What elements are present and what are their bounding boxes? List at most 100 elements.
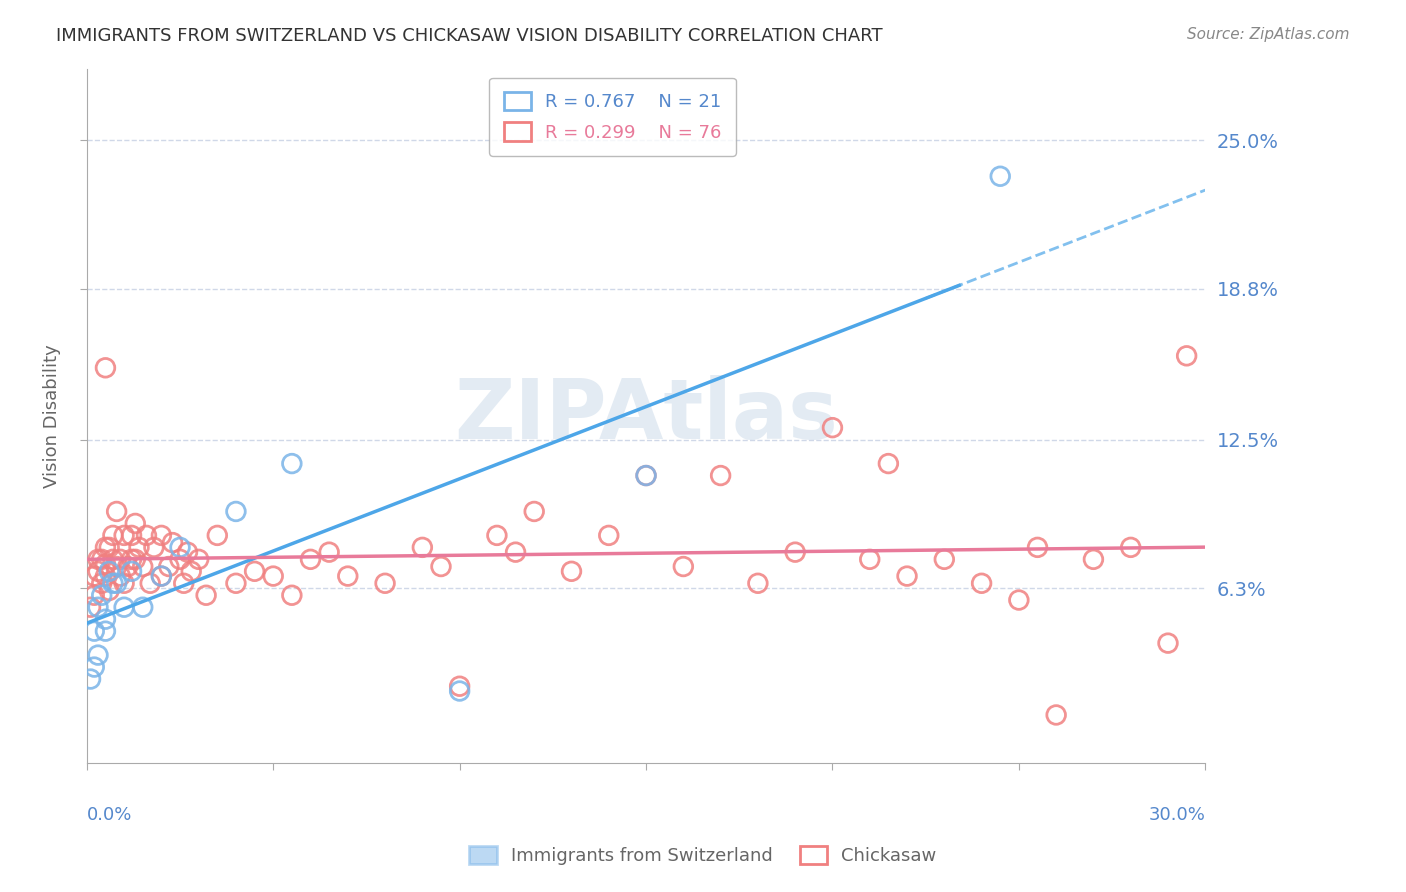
Point bbox=[101, 576, 124, 591]
Text: IMMIGRANTS FROM SWITZERLAND VS CHICKASAW VISION DISABILITY CORRELATION CHART: IMMIGRANTS FROM SWITZERLAND VS CHICKASAW… bbox=[56, 27, 883, 45]
Point bbox=[105, 559, 128, 574]
Point bbox=[560, 564, 582, 578]
Point bbox=[90, 576, 112, 591]
Point bbox=[110, 552, 132, 566]
Point bbox=[105, 576, 128, 591]
Point bbox=[449, 679, 471, 693]
Text: 0.0%: 0.0% bbox=[87, 806, 132, 824]
Point bbox=[110, 569, 132, 583]
Point bbox=[98, 541, 121, 555]
Legend: Immigrants from Switzerland, Chickasaw: Immigrants from Switzerland, Chickasaw bbox=[460, 837, 946, 874]
Point bbox=[176, 545, 198, 559]
Point bbox=[336, 569, 359, 583]
Point bbox=[877, 457, 900, 471]
Point bbox=[430, 559, 453, 574]
Point bbox=[94, 541, 117, 555]
Point bbox=[821, 420, 844, 434]
Point bbox=[485, 528, 508, 542]
Point bbox=[207, 528, 229, 542]
Point bbox=[281, 588, 304, 602]
Text: ZIPAtlas: ZIPAtlas bbox=[454, 376, 838, 456]
Point bbox=[281, 457, 304, 471]
Point bbox=[747, 576, 769, 591]
Point bbox=[121, 528, 143, 542]
Point bbox=[1119, 541, 1142, 555]
Point bbox=[101, 528, 124, 542]
Point bbox=[94, 624, 117, 639]
Point bbox=[112, 528, 135, 542]
Point bbox=[83, 660, 105, 674]
Point bbox=[970, 576, 993, 591]
Point bbox=[374, 576, 396, 591]
Point bbox=[90, 552, 112, 566]
Point bbox=[150, 528, 173, 542]
Point bbox=[112, 600, 135, 615]
Text: Source: ZipAtlas.com: Source: ZipAtlas.com bbox=[1187, 27, 1350, 42]
Point bbox=[1008, 593, 1031, 607]
Point bbox=[124, 552, 146, 566]
Point bbox=[318, 545, 340, 559]
Point bbox=[988, 169, 1011, 184]
Point bbox=[598, 528, 620, 542]
Point bbox=[139, 576, 162, 591]
Point bbox=[83, 624, 105, 639]
Text: 30.0%: 30.0% bbox=[1149, 806, 1205, 824]
Point bbox=[672, 559, 695, 574]
Point bbox=[135, 528, 157, 542]
Point bbox=[710, 468, 733, 483]
Point bbox=[785, 545, 807, 559]
Point bbox=[634, 468, 657, 483]
Point bbox=[1083, 552, 1105, 566]
Point bbox=[1157, 636, 1180, 650]
Point bbox=[83, 569, 105, 583]
Point bbox=[505, 545, 527, 559]
Point bbox=[523, 504, 546, 518]
Point bbox=[83, 588, 105, 602]
Point bbox=[121, 564, 143, 578]
Point bbox=[98, 564, 121, 578]
Point bbox=[243, 564, 266, 578]
Point bbox=[105, 504, 128, 518]
Point bbox=[162, 535, 184, 549]
Point bbox=[94, 360, 117, 375]
Point bbox=[169, 552, 191, 566]
Point bbox=[94, 557, 117, 571]
Point bbox=[142, 541, 165, 555]
Point bbox=[299, 552, 322, 566]
Point bbox=[180, 564, 202, 578]
Point bbox=[94, 612, 117, 626]
Point bbox=[634, 468, 657, 483]
Point bbox=[195, 588, 218, 602]
Point bbox=[117, 559, 139, 574]
Point bbox=[896, 569, 918, 583]
Point bbox=[411, 541, 433, 555]
Point bbox=[132, 600, 155, 615]
Point bbox=[132, 559, 155, 574]
Point bbox=[150, 569, 173, 583]
Point bbox=[150, 569, 173, 583]
Point bbox=[128, 541, 150, 555]
Point bbox=[225, 504, 247, 518]
Point bbox=[1045, 708, 1067, 723]
Point bbox=[1026, 541, 1049, 555]
Point bbox=[87, 648, 110, 662]
Point bbox=[173, 576, 195, 591]
Point bbox=[101, 552, 124, 566]
Point bbox=[225, 576, 247, 591]
Point bbox=[87, 552, 110, 566]
Point bbox=[169, 541, 191, 555]
Point bbox=[112, 576, 135, 591]
Point bbox=[1175, 349, 1198, 363]
Point bbox=[87, 564, 110, 578]
Point bbox=[157, 559, 180, 574]
Point bbox=[449, 684, 471, 698]
Point bbox=[121, 552, 143, 566]
Point bbox=[90, 588, 112, 602]
Point bbox=[934, 552, 956, 566]
Point bbox=[94, 569, 117, 583]
Point bbox=[79, 600, 101, 615]
Point bbox=[87, 600, 110, 615]
Point bbox=[859, 552, 882, 566]
Legend: R = 0.767    N = 21, R = 0.299    N = 76: R = 0.767 N = 21, R = 0.299 N = 76 bbox=[489, 78, 735, 156]
Point bbox=[262, 569, 284, 583]
